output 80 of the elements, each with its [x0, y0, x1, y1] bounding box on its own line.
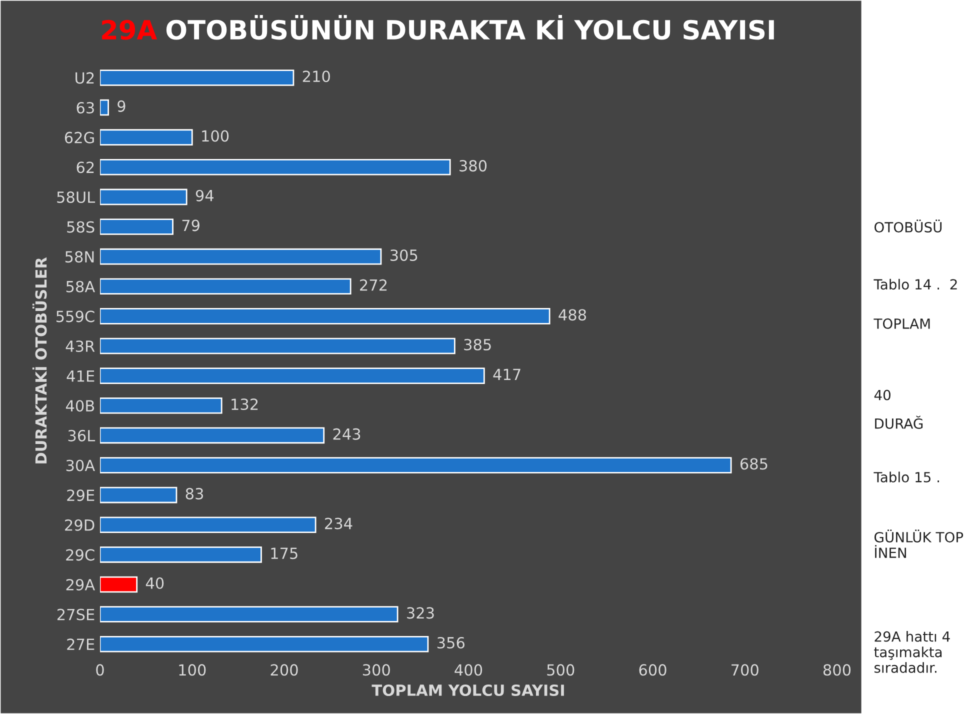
y-tick-label: 27SE	[57, 608, 94, 620]
data-label: 417	[493, 368, 520, 380]
text: DURAĞ	[875, 416, 923, 429]
bar	[100, 70, 294, 86]
bar	[100, 218, 174, 235]
bar	[100, 188, 188, 206]
y-tick-label: 58S	[67, 221, 94, 233]
y-tick-label: 30A	[66, 460, 96, 472]
x-tick-label: 800	[823, 664, 851, 676]
data-label: 94	[196, 190, 214, 202]
data-label: 380	[460, 160, 487, 172]
y-tick-label: 27E	[67, 638, 94, 650]
y-tick-label: 62G	[64, 132, 94, 144]
x-axis-title: TOPLAM YOLCU SAYISI	[372, 684, 564, 696]
data-label: 175	[271, 548, 298, 560]
y-tick-label: 41E	[66, 370, 94, 382]
bar	[100, 308, 550, 324]
text: 29A hattı 4 taşımakta sıradadır.	[874, 631, 950, 673]
bar	[100, 158, 451, 176]
text: 40	[874, 390, 890, 400]
text: TOPLAM	[874, 318, 930, 329]
bar	[100, 606, 398, 622]
bar	[100, 516, 316, 534]
bar	[100, 368, 485, 384]
y-tick-label: 40B	[66, 400, 94, 412]
x-tick-label: 300	[362, 664, 390, 676]
bar	[100, 636, 429, 652]
bar	[100, 486, 178, 504]
data-label: 305	[390, 249, 418, 262]
bar	[100, 457, 732, 474]
chart-title: 29A OTOBÜSÜNÜN DURAKTA Kİ YOLCU SAYISI	[102, 15, 774, 40]
data-label: 323	[407, 607, 434, 619]
text: GÜNLÜK TOP İNEN	[874, 530, 964, 558]
text: Tablo 14 . 2	[874, 278, 957, 290]
y-tick-label: 559C	[56, 310, 94, 322]
x-tick-label: 200	[270, 664, 298, 676]
data-label: 40	[146, 577, 164, 589]
data-label: 243	[333, 428, 360, 440]
y-axis-title: DURAKTAKİ OTOBÜSLER	[32, 257, 47, 464]
y-tick-label: 62	[76, 162, 94, 174]
data-label: 210	[302, 70, 330, 82]
y-tick-label: 58UL	[57, 191, 96, 203]
x-tick-label: 400	[454, 664, 482, 676]
y-tick-label: 29D	[65, 519, 94, 531]
x-tick-label: 100	[179, 664, 206, 676]
x-tick-label: 700	[732, 664, 758, 676]
y-tick-label: 63	[76, 102, 94, 114]
y-tick-label: 29C	[66, 549, 94, 561]
x-tick-label: 500	[547, 664, 574, 676]
bar	[100, 129, 193, 146]
bar	[100, 397, 222, 414]
y-tick-label: 43R	[66, 340, 95, 352]
bar	[100, 278, 352, 295]
bar	[100, 576, 138, 593]
text: OTOBÜSÜ	[874, 220, 942, 233]
bar	[100, 248, 382, 265]
y-tick-label: U2	[76, 72, 94, 84]
data-label: 356	[437, 636, 464, 649]
data-label: 132	[232, 398, 258, 410]
bar	[100, 427, 325, 444]
y-tick-label: 36L	[68, 430, 96, 442]
text: Tablo 15 .	[874, 472, 940, 482]
data-label: 83	[186, 488, 204, 500]
data-label: 272	[360, 279, 387, 291]
data-label: 9	[118, 100, 126, 112]
bar	[100, 546, 262, 563]
y-tick-label: 58A	[66, 280, 96, 292]
bar	[100, 99, 109, 116]
data-label: 685	[740, 458, 768, 470]
bar	[100, 338, 456, 354]
x-tick-label: 600	[639, 664, 666, 676]
data-label: 234	[325, 518, 352, 530]
data-label: 100	[202, 130, 229, 142]
data-label: 385	[464, 338, 491, 350]
y-tick-label: 29A	[66, 578, 96, 590]
y-tick-label: 58N	[65, 251, 94, 263]
data-label: 79	[182, 220, 200, 232]
data-label: 488	[558, 309, 586, 321]
x-tick-label: 0	[96, 664, 104, 676]
y-tick-label: 29E	[67, 490, 94, 502]
